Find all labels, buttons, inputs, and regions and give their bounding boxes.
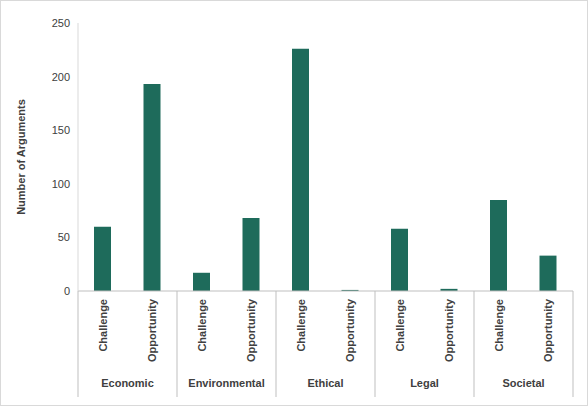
svg-text:Opportunity: Opportunity	[542, 298, 554, 362]
svg-text:Challenge: Challenge	[394, 299, 406, 352]
svg-text:Ethical: Ethical	[307, 377, 343, 389]
svg-text:Opportunity: Opportunity	[443, 298, 455, 362]
svg-text:Challenge: Challenge	[295, 299, 307, 352]
svg-text:Opportunity: Opportunity	[344, 298, 356, 362]
svg-text:200: 200	[52, 71, 70, 83]
svg-text:Societal: Societal	[502, 377, 544, 389]
svg-text:Environmental: Environmental	[188, 377, 264, 389]
svg-text:250: 250	[52, 17, 70, 29]
svg-text:50: 50	[58, 231, 70, 243]
svg-text:Number of Arguments: Number of Arguments	[15, 99, 27, 215]
svg-text:Economic: Economic	[101, 377, 154, 389]
svg-text:Challenge: Challenge	[196, 299, 208, 352]
svg-text:150: 150	[52, 124, 70, 136]
svg-text:100: 100	[52, 178, 70, 190]
svg-text:Challenge: Challenge	[97, 299, 109, 352]
svg-text:0: 0	[64, 285, 70, 297]
svg-text:Opportunity: Opportunity	[245, 298, 257, 362]
svg-text:Legal: Legal	[410, 377, 439, 389]
svg-text:Challenge: Challenge	[493, 299, 505, 352]
svg-text:Opportunity: Opportunity	[146, 298, 158, 362]
